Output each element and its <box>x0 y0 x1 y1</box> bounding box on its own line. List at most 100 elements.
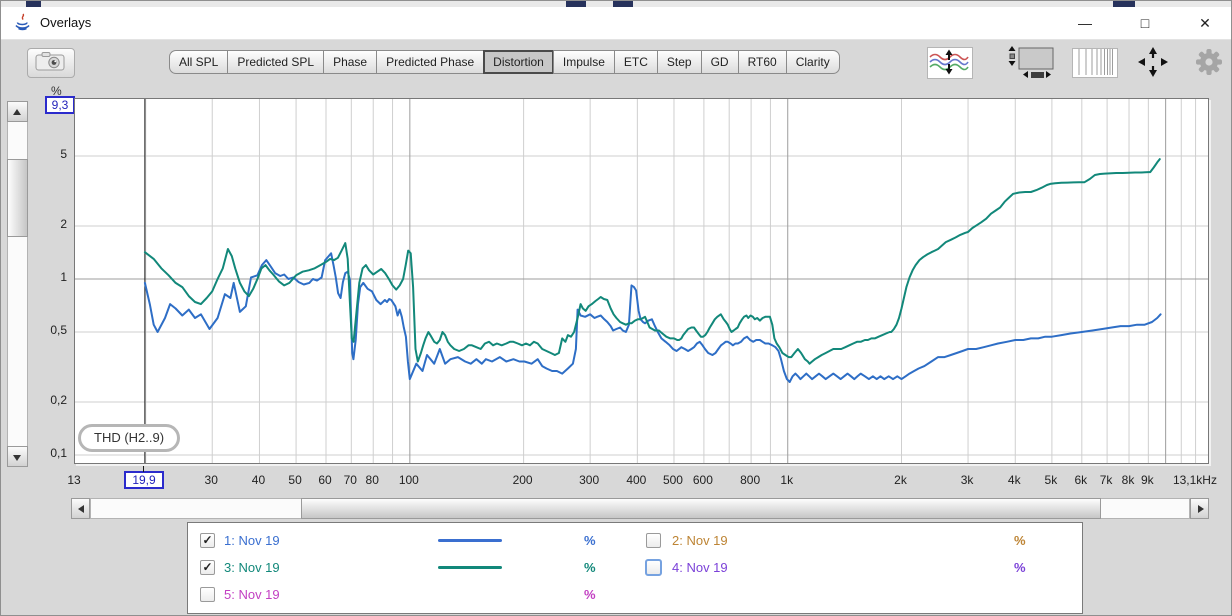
legend-checkbox-3[interactable]: ✓ <box>200 560 215 575</box>
x-tick-label: 400 <box>626 473 647 487</box>
thd-trace-label: THD (H2..9) <box>78 424 181 452</box>
y-tick-label: 5 <box>60 146 67 161</box>
fit-to-window-icon <box>1138 47 1168 77</box>
legend-checkbox-2[interactable] <box>646 533 661 548</box>
title-bar: Overlays — □ ✕ <box>1 7 1231 40</box>
down-arrow-icon <box>13 455 21 461</box>
overlay-align-icon <box>929 49 969 75</box>
x-tick-label: 5k <box>1044 473 1058 487</box>
cursor-axis-tick <box>143 464 144 472</box>
series-curve-1 <box>143 252 1162 383</box>
scroll-down-button[interactable] <box>7 446 28 467</box>
x-tick-label: 7k <box>1099 473 1113 487</box>
x-tick-label: 40 <box>251 473 266 487</box>
x-tick-label: 2k <box>894 473 907 487</box>
x-tick-label: 500 <box>662 473 683 487</box>
legend-panel: ✓ 1: Nov 19 % 2: Nov 19 % ✓ 3: Nov 19 % … <box>187 522 1083 614</box>
x-tick-label: 4k <box>1007 473 1021 487</box>
up-arrow-icon <box>13 109 21 115</box>
left-arrow-icon <box>78 505 84 513</box>
vertical-scrollbar-thumb[interactable] <box>7 159 28 237</box>
tab-impulse[interactable]: Impulse <box>552 50 614 74</box>
x-axis-labels: 13 30 40 50 60 70 80 100 200 300 400 500 600 800 1k 2k 3… <box>1 473 1231 489</box>
background-window-artifact <box>1113 1 1135 7</box>
tab-predicted-spl[interactable]: Predicted SPL <box>227 50 324 74</box>
legend-line-sample-1 <box>438 539 502 542</box>
right-arrow-icon <box>1198 505 1204 513</box>
legend-unit-5: % <box>584 587 596 602</box>
tab-clarity[interactable]: Clarity <box>785 50 840 74</box>
scroll-right-button[interactable] <box>1190 498 1209 519</box>
x-tick-label: 30 <box>204 473 218 487</box>
series-curve-2 <box>143 158 1161 365</box>
scroll-up-button[interactable] <box>7 101 28 122</box>
horizontal-scrollbar-thumb[interactable] <box>301 498 1101 519</box>
x-tick-label: 200 <box>512 473 533 487</box>
tab-gd[interactable]: GD <box>700 50 738 74</box>
tab-step[interactable]: Step <box>656 50 701 74</box>
legend-unit-2: % <box>1014 533 1026 548</box>
background-window-artifact <box>26 1 41 7</box>
legend-checkbox-5[interactable] <box>200 587 215 602</box>
legend-label-1: 1: Nov 19 <box>224 533 280 548</box>
x-tick-label: 100 <box>398 473 419 487</box>
camera-icon <box>35 52 65 71</box>
x-tick-label: 8k <box>1121 473 1135 487</box>
x-tick-label: 300 <box>579 473 600 487</box>
x-tick-label: 1k <box>780 473 794 487</box>
freq-grid-button[interactable] <box>1072 48 1118 78</box>
legend-label-4: 4: Nov 19 <box>672 560 728 575</box>
tab-all-spl[interactable]: All SPL <box>169 50 228 74</box>
tab-phase[interactable]: Phase <box>323 50 377 74</box>
y-tick-label: 0,1 <box>50 446 67 460</box>
graph-type-tabbar: All SPL Predicted SPL Phase Predicted Ph… <box>169 50 840 74</box>
scroll-left-button[interactable] <box>71 498 90 519</box>
gear-icon <box>1196 49 1222 75</box>
settings-button[interactable] <box>1193 46 1225 78</box>
capture-graph-button[interactable] <box>27 48 75 78</box>
plot-canvas <box>75 99 1208 463</box>
tab-rt60[interactable]: RT60 <box>737 50 786 74</box>
tab-distortion[interactable]: Distortion <box>483 50 553 74</box>
legend-checkbox-1[interactable]: ✓ <box>200 533 215 548</box>
y-tick-label: 0,2 <box>50 393 67 408</box>
legend-label-5: 5: Nov 19 <box>224 587 280 602</box>
x-tick-label: 80 <box>365 473 379 487</box>
legend-unit-3: % <box>584 560 596 575</box>
maximize-button[interactable]: □ <box>1140 15 1150 31</box>
x-tick-label: 70 <box>343 473 357 487</box>
tab-predicted-phase[interactable]: Predicted Phase <box>376 50 484 74</box>
freq-grid-icon <box>1078 49 1113 75</box>
legend-label-3: 3: Nov 19 <box>224 560 280 575</box>
top-edge-strip <box>1 1 1231 7</box>
java-coffee-icon <box>15 13 30 31</box>
pan-zoom-icon <box>1008 46 1054 78</box>
fit-to-window-button[interactable] <box>1129 46 1177 78</box>
legend-checkbox-4[interactable] <box>645 559 662 576</box>
x-tick-label: 13 <box>67 473 81 487</box>
distortion-plot-area[interactable]: THD (H2..9) <box>74 98 1209 464</box>
legend-unit-1: % <box>584 533 596 548</box>
tab-etc[interactable]: ETC <box>613 50 657 74</box>
cursor-x-value: 19,9 <box>124 471 164 489</box>
x-tick-label: 800 <box>740 473 761 487</box>
legend-label-2: 2: Nov 19 <box>672 533 728 548</box>
close-button[interactable]: ✕ <box>1199 15 1211 31</box>
x-tick-label: 60 <box>318 473 332 487</box>
x-tick-label: 50 <box>288 473 302 487</box>
pan-zoom-button[interactable] <box>1006 46 1064 80</box>
legend-line-sample-3 <box>438 566 502 569</box>
minimize-button[interactable]: — <box>1078 15 1092 31</box>
x-tick-label: 6k <box>1074 473 1088 487</box>
legend-unit-4: % <box>1014 560 1026 575</box>
overlay-align-button[interactable] <box>927 47 973 79</box>
y-tick-label: 1 <box>60 270 67 284</box>
x-tick-label: 3k <box>960 473 974 487</box>
x-tick-label: 9k <box>1141 473 1154 487</box>
window-title: Overlays <box>40 15 92 30</box>
cursor-y-value: 9,3 <box>45 96 75 114</box>
y-tick-label: 2 <box>60 217 67 232</box>
x-tick-label: 13,1kHz <box>1172 473 1217 487</box>
background-window-artifact <box>566 1 586 7</box>
